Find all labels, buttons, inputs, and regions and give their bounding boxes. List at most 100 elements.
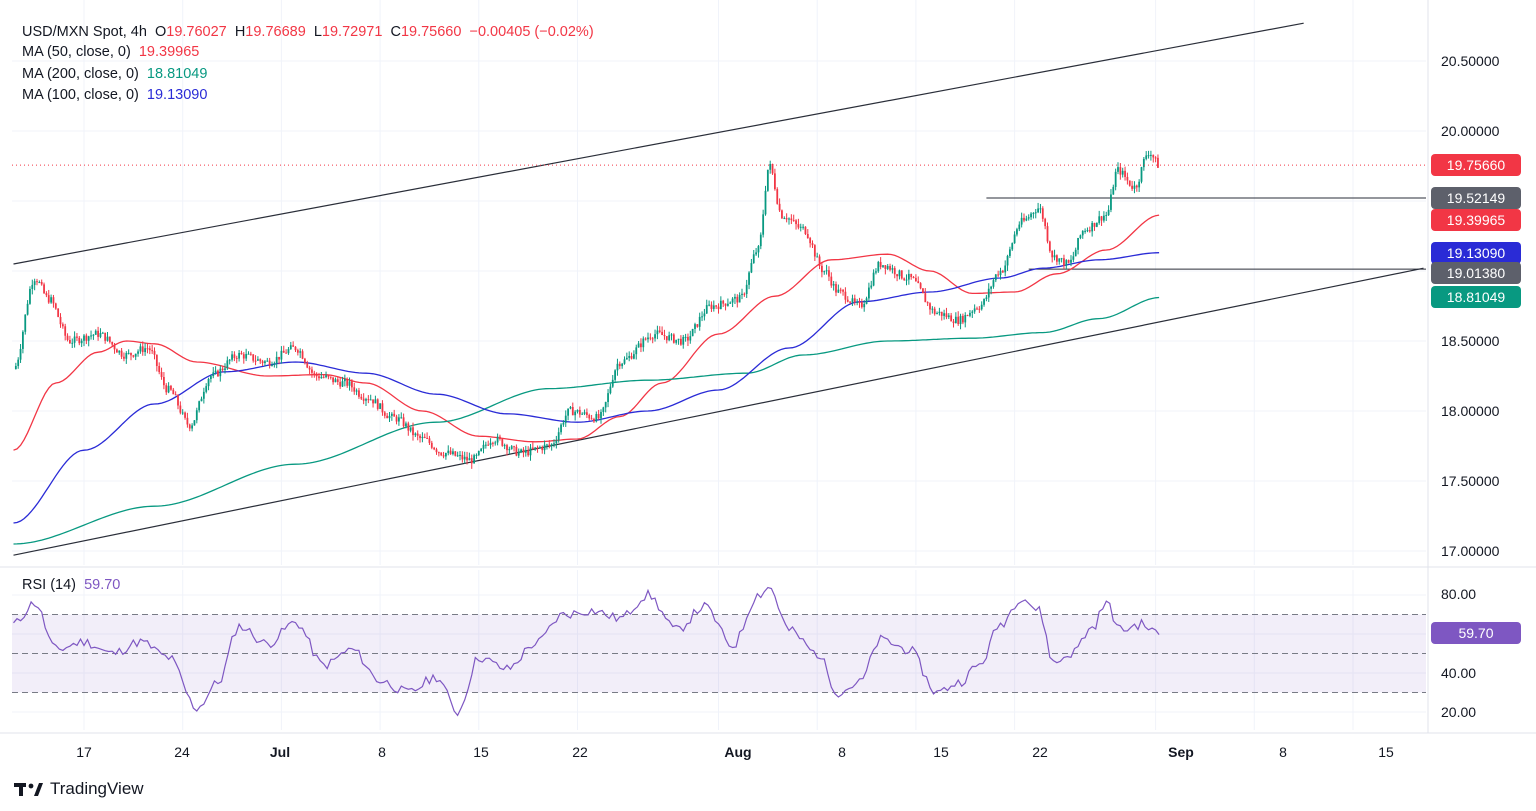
candle-body <box>285 352 287 354</box>
candle-body <box>296 350 299 353</box>
candle-body <box>778 203 781 211</box>
candle-body <box>1154 157 1157 159</box>
candle-body <box>118 350 121 353</box>
candle-body <box>428 438 431 443</box>
candle-body <box>839 289 842 291</box>
candle-body <box>524 450 527 453</box>
horizontal-levels <box>986 197 1426 270</box>
high-value: 19.76689 <box>245 24 306 40</box>
candle-body <box>936 313 938 315</box>
candle-body <box>327 375 330 377</box>
candle-body <box>738 294 741 303</box>
candle-body <box>837 289 840 293</box>
candle-body <box>889 266 891 270</box>
candle-body <box>1013 234 1016 244</box>
candle-body <box>106 336 109 341</box>
candle-body <box>933 308 936 314</box>
candle-body <box>52 297 55 304</box>
candle-body <box>710 304 713 309</box>
candle-body <box>593 418 595 422</box>
candle-body <box>212 372 215 377</box>
symbol-title[interactable]: USD/MXN Spot, 4h <box>22 24 147 40</box>
candle-body <box>452 451 454 455</box>
candle-body <box>618 363 621 367</box>
candle-body <box>1027 217 1030 219</box>
candle-body <box>249 353 252 355</box>
candle-body <box>449 450 452 455</box>
candle-body <box>1140 167 1143 182</box>
ma200-value: 18.81049 <box>146 66 208 82</box>
candle-body <box>282 350 285 353</box>
candle-body <box>616 363 619 371</box>
candle-body <box>494 442 497 444</box>
candle-body <box>198 401 201 411</box>
rsi-tick: 20.00 <box>1441 704 1477 720</box>
candle-body <box>578 409 581 415</box>
candle-body <box>165 385 168 393</box>
candle-body <box>1067 260 1070 263</box>
time-tick: 24 <box>174 744 190 760</box>
candle-body <box>917 281 920 284</box>
time-tick: 22 <box>572 744 588 760</box>
candle-body <box>240 352 243 355</box>
candle-body <box>950 315 953 322</box>
candle-body <box>987 288 990 298</box>
candle-body <box>318 376 320 379</box>
ma50-legend[interactable]: MA (50, close, 0) 19.39965 <box>22 42 199 62</box>
candle-body <box>689 336 692 341</box>
candle-body <box>785 218 788 220</box>
candle-body <box>682 336 685 345</box>
candle-body <box>496 436 499 443</box>
candle-body <box>550 444 553 446</box>
candle-body <box>228 359 231 361</box>
candle-body <box>268 360 271 366</box>
time-tick: 17 <box>76 744 92 760</box>
candle-body <box>630 356 633 359</box>
candle-body <box>400 417 403 419</box>
candle-body <box>155 354 158 367</box>
candle-body <box>207 378 210 387</box>
candle-body <box>741 293 743 295</box>
candle-body <box>386 415 389 419</box>
candle-body <box>1060 258 1063 260</box>
candle-body <box>1039 208 1042 210</box>
candle-body <box>1088 230 1091 232</box>
candle-body <box>905 279 908 281</box>
candle-body <box>1023 217 1025 221</box>
tradingview-brand[interactable]: TradingView <box>14 779 144 799</box>
candle-body <box>642 338 645 348</box>
candle-body <box>821 265 823 273</box>
ma100-legend[interactable]: MA (100, close, 0) 19.13090 <box>22 85 207 105</box>
candle-body <box>520 449 522 453</box>
candle-body <box>609 386 612 394</box>
rsi-label: RSI (14) <box>22 577 76 593</box>
candle-body <box>506 445 508 451</box>
candle-body <box>33 281 36 285</box>
candle-body <box>687 336 689 341</box>
rsi-legend[interactable]: RSI (14) 59.70 <box>22 577 120 593</box>
candle-body <box>461 454 464 460</box>
ma200-legend[interactable]: MA (200, close, 0) 18.81049 <box>22 64 207 84</box>
candle-body <box>1126 176 1129 181</box>
candle-body <box>628 356 631 358</box>
candle-body <box>922 288 924 294</box>
candle-body <box>588 415 591 419</box>
candle-body <box>24 314 27 332</box>
candle-body <box>1079 235 1082 239</box>
candle-body <box>36 281 38 283</box>
candle-body <box>398 417 400 422</box>
candle-body <box>1131 185 1133 189</box>
candle-body <box>729 302 732 304</box>
candle-body <box>329 376 332 378</box>
candle-body <box>957 316 960 325</box>
candle-body <box>959 315 962 325</box>
candle-body <box>433 447 436 450</box>
candle-body <box>893 268 896 275</box>
candle-body <box>1142 158 1145 168</box>
candle-body <box>379 403 381 409</box>
candle-body <box>172 389 175 395</box>
candle-body <box>1084 230 1086 232</box>
candle-body <box>47 295 50 303</box>
candle-body <box>73 336 76 343</box>
